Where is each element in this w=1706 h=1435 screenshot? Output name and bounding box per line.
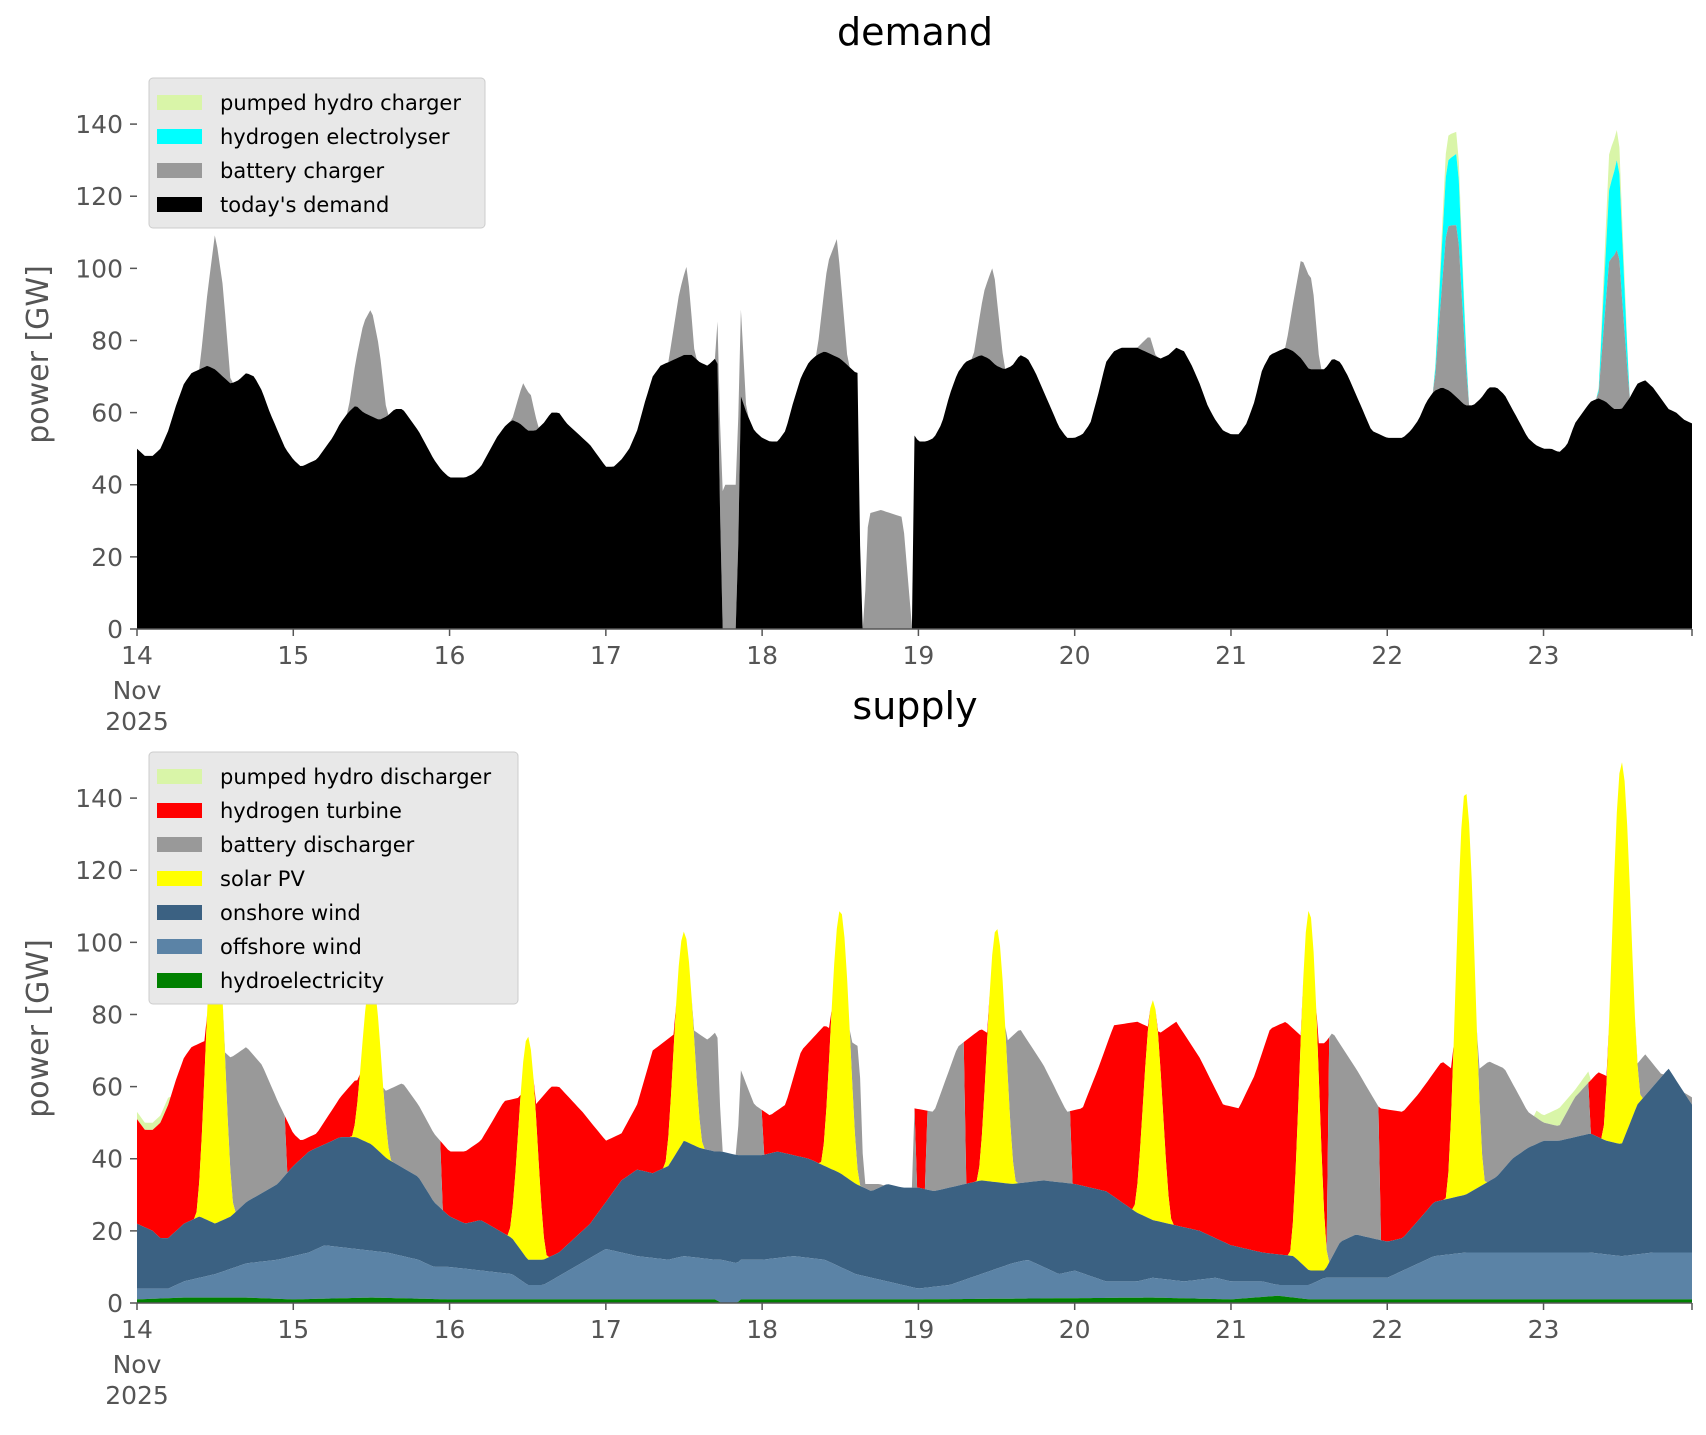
- y-tick-label: 40: [91, 1145, 123, 1174]
- legend-label: solar PV: [220, 867, 305, 891]
- y-tick-label: 100: [75, 254, 123, 283]
- x-tick-label: 23: [1528, 641, 1560, 670]
- legend-swatch: [157, 197, 202, 212]
- y-tick-label: 40: [91, 471, 123, 500]
- x-tick-label: 14: [121, 1315, 153, 1344]
- x-tick-label: 19: [903, 1315, 935, 1344]
- legend-label: battery discharger: [220, 833, 415, 857]
- x-tick-label: 19: [903, 641, 935, 670]
- chart-title: supply: [852, 684, 977, 728]
- x-tick-label: 15: [277, 1315, 309, 1344]
- area-solar-pv: [137, 762, 1692, 1271]
- y-axis-label: power [GW]: [21, 265, 56, 444]
- legend-label: hydrogen electrolyser: [220, 125, 450, 149]
- y-tick-label: 80: [91, 326, 123, 355]
- legend-label: onshore wind: [220, 901, 361, 925]
- legend-label: hydroelectricity: [220, 969, 384, 993]
- y-tick-label: 80: [91, 1000, 123, 1029]
- legend-swatch: [157, 973, 202, 988]
- x-tick-label: 18: [746, 1315, 778, 1344]
- x-tick-sublabel: Nov: [113, 1350, 162, 1379]
- x-tick-label: 18: [746, 641, 778, 670]
- y-tick-label: 0: [107, 615, 123, 644]
- legend-label: pumped hydro charger: [220, 91, 461, 115]
- y-tick-label: 60: [91, 399, 123, 428]
- x-tick-sublabel: 2025: [105, 1381, 169, 1410]
- x-tick-label: 15: [277, 641, 309, 670]
- y-tick-label: 0: [107, 1289, 123, 1318]
- legend-label: today's demand: [220, 193, 389, 217]
- legend-swatch: [157, 803, 202, 818]
- x-tick-label: 17: [590, 1315, 622, 1344]
- area-battery-discharger: [137, 762, 1692, 1263]
- x-tick-label: 16: [434, 641, 466, 670]
- legend-swatch: [157, 163, 202, 178]
- legend-swatch: [157, 769, 202, 784]
- x-tick-label: 17: [590, 641, 622, 670]
- y-tick-label: 120: [75, 856, 123, 885]
- y-tick-label: 20: [91, 1217, 123, 1246]
- legend-swatch: [157, 871, 202, 886]
- area-today-s-demand: [137, 347, 1692, 629]
- x-tick-label: 14: [121, 641, 153, 670]
- x-tick-label: 22: [1371, 641, 1403, 670]
- y-tick-label: 140: [75, 784, 123, 813]
- x-tick-sublabel: 2025: [105, 707, 169, 736]
- legend-box: [148, 751, 519, 1005]
- legend-swatch: [157, 905, 202, 920]
- legend-label: offshore wind: [220, 935, 362, 959]
- x-tick-label: 20: [1059, 641, 1091, 670]
- y-tick-label: 140: [75, 110, 123, 139]
- y-tick-label: 20: [91, 543, 123, 572]
- x-tick-label: 21: [1215, 641, 1247, 670]
- x-tick-label: 23: [1528, 1315, 1560, 1344]
- area-battery-charger: [137, 225, 1692, 629]
- x-tick-label: 20: [1059, 1315, 1091, 1344]
- area-onshore-wind: [137, 1068, 1692, 1289]
- x-tick-label: 21: [1215, 1315, 1247, 1344]
- legend-swatch: [157, 129, 202, 144]
- legend-swatch: [157, 95, 202, 110]
- area-offshore-wind: [137, 1245, 1692, 1303]
- y-tick-label: 100: [75, 928, 123, 957]
- x-tick-label: 22: [1371, 1315, 1403, 1344]
- area-hydroelectricity: [137, 1295, 1692, 1303]
- x-tick-label: 16: [434, 1315, 466, 1344]
- legend-label: battery charger: [220, 159, 385, 183]
- legend-swatch: [157, 837, 202, 852]
- x-tick-sublabel: Nov: [113, 676, 162, 705]
- y-tick-label: 120: [75, 182, 123, 211]
- chart-title: demand: [837, 10, 993, 54]
- legend-swatch: [157, 939, 202, 954]
- y-axis-label: power [GW]: [21, 939, 56, 1118]
- legend-box: [148, 77, 486, 229]
- legend-label: hydrogen turbine: [220, 799, 402, 823]
- y-tick-label: 60: [91, 1073, 123, 1102]
- legend-label: pumped hydro discharger: [220, 765, 491, 789]
